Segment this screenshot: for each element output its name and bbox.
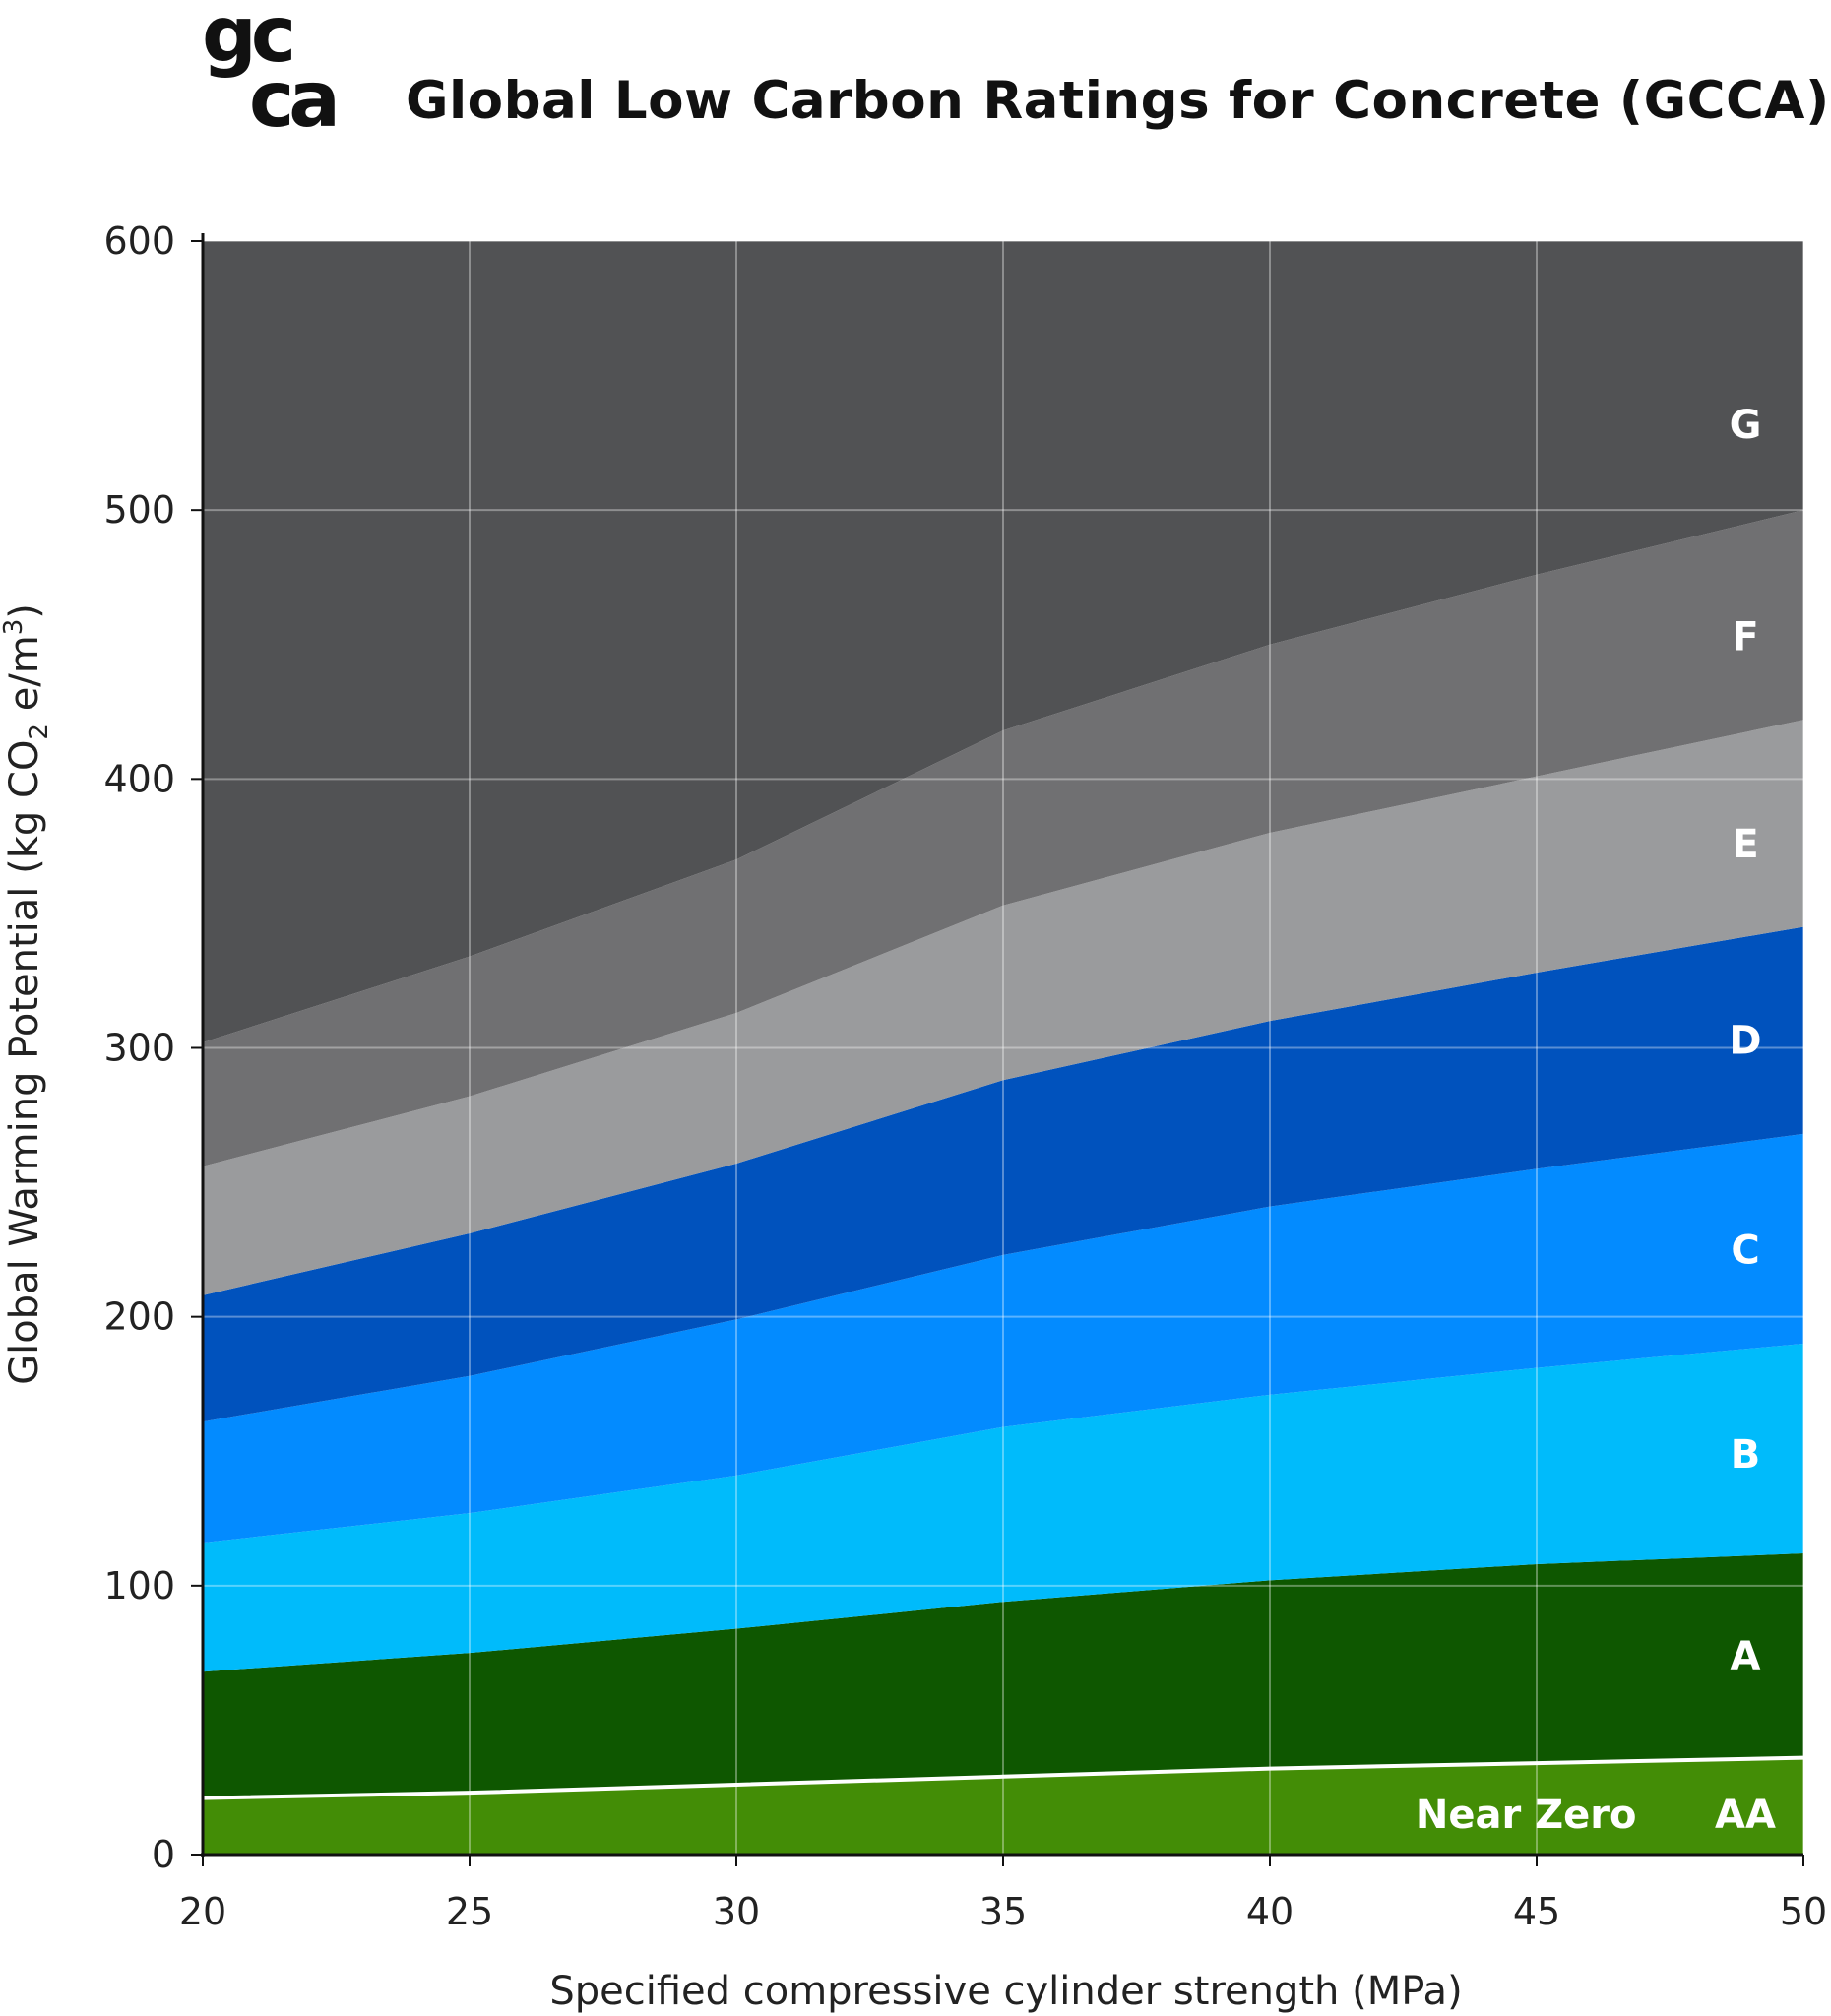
band-aa bbox=[203, 1757, 1803, 1855]
x-tick-label: 35 bbox=[979, 1890, 1027, 1933]
logo-line-2: ca bbox=[249, 56, 335, 133]
bands-layer bbox=[203, 241, 1803, 1855]
y-tick-label: 200 bbox=[103, 1295, 175, 1339]
band-g bbox=[203, 241, 1803, 1043]
band-e bbox=[203, 720, 1803, 1295]
band-f bbox=[203, 510, 1803, 1166]
y-label-pre: Global Warming Potential (kg CO bbox=[2, 740, 47, 1385]
gcca-logo: gc ca bbox=[202, 0, 341, 133]
band-c bbox=[203, 1133, 1803, 1544]
band-d bbox=[203, 926, 1803, 1422]
logo-line-1: gc bbox=[202, 0, 292, 80]
band-b bbox=[203, 1343, 1803, 1672]
y-label-post: ) bbox=[2, 603, 47, 619]
band-label-c: C bbox=[1731, 1228, 1759, 1273]
y-label-sub: 2 bbox=[25, 724, 54, 740]
x-tick-label: 30 bbox=[713, 1890, 760, 1933]
y-tick-label: 500 bbox=[103, 488, 175, 532]
x-axis-label: Specified compressive cylinder strength … bbox=[549, 1969, 1462, 2014]
x-tick-label: 45 bbox=[1513, 1890, 1560, 1933]
band-label-f: F bbox=[1732, 615, 1758, 661]
y-label-sup: 3 bbox=[0, 619, 29, 636]
ticks-layer: 0 100 200 300 400 500 600 20 25 30 35 40 45 50 bbox=[103, 220, 1827, 1933]
y-tick-label: 0 bbox=[152, 1833, 175, 1876]
x-tick-label: 50 bbox=[1780, 1890, 1827, 1933]
band-a bbox=[203, 1553, 1803, 1798]
x-tick-label: 40 bbox=[1246, 1890, 1294, 1933]
near-zero-line bbox=[202, 1755, 1804, 1800]
band-label-g: G bbox=[1730, 403, 1762, 448]
x-tick-label: 25 bbox=[446, 1890, 493, 1933]
y-axis-label: Global Warming Potential (kg CO2 e/m3) bbox=[0, 603, 54, 1385]
near-zero-annotation: Near Zero bbox=[1416, 1793, 1637, 1838]
y-tick-label: 400 bbox=[103, 757, 175, 800]
y-label-mid: e/m bbox=[2, 635, 47, 724]
band-label-a: A bbox=[1731, 1634, 1761, 1679]
y-tick-label: 100 bbox=[103, 1564, 175, 1607]
y-tick-label: 600 bbox=[103, 220, 175, 263]
chart-title: Global Low Carbon Ratings for Concrete (… bbox=[406, 71, 1830, 131]
x-tick-label: 20 bbox=[179, 1890, 226, 1933]
near-zero-line-layer bbox=[202, 1755, 1804, 1800]
band-label-aa: AA bbox=[1715, 1793, 1776, 1838]
band-label-d: D bbox=[1729, 1018, 1761, 1063]
band-label-e: E bbox=[1732, 822, 1758, 867]
band-label-b: B bbox=[1731, 1432, 1761, 1478]
y-tick-label: 300 bbox=[103, 1027, 175, 1070]
grid-layer bbox=[203, 233, 1804, 1855]
